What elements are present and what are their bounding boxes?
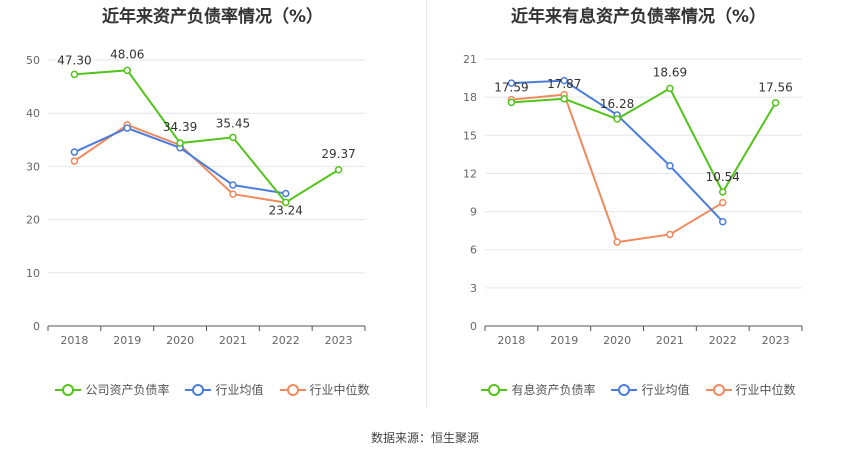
y-tick-label: 12 bbox=[463, 167, 477, 180]
legend-item[interactable]: 行业均值 bbox=[185, 381, 264, 398]
data-label: 17.59 bbox=[494, 80, 528, 94]
data-point bbox=[560, 95, 568, 103]
legend-label: 行业中位数 bbox=[735, 383, 796, 397]
x-tick-label: 2018 bbox=[60, 334, 88, 347]
panel-divider bbox=[426, 0, 427, 408]
legend-swatch-icon bbox=[611, 383, 638, 396]
data-label: 29.37 bbox=[321, 147, 355, 161]
series-0 bbox=[70, 66, 343, 207]
data-point bbox=[719, 217, 727, 226]
y-tick-label: 20 bbox=[26, 214, 40, 227]
y-tick-label: 3 bbox=[470, 282, 477, 295]
data-point bbox=[70, 148, 79, 156]
x-tick-label: 2018 bbox=[497, 334, 525, 347]
data-point bbox=[229, 133, 237, 142]
left-chart-panel: 近年来资产负债率情况（%） 0 10 20 30 40 50 2018 2019 2020 202… bbox=[0, 0, 425, 410]
data-point bbox=[666, 162, 674, 170]
chart-legend: 公司资产负债率 行业均值 行业中位数 bbox=[0, 381, 425, 398]
data-point bbox=[229, 181, 237, 189]
data-point bbox=[666, 84, 674, 93]
data-point bbox=[282, 198, 290, 207]
series-2 bbox=[70, 121, 290, 207]
y-tick-label: 10 bbox=[26, 267, 40, 280]
debt-ratio-line-chart: 0 10 20 30 40 50 2018 2019 2020 2021 2022 2023 47.30… bbox=[26, 47, 366, 347]
y-tick-label: 9 bbox=[470, 206, 477, 219]
y-tick-label: 0 bbox=[470, 320, 477, 333]
series-line bbox=[74, 69, 340, 204]
data-label: 34.39 bbox=[163, 120, 197, 134]
data-point bbox=[719, 188, 727, 196]
x-tick-label: 2021 bbox=[656, 334, 684, 347]
y-tick-label: 40 bbox=[26, 107, 40, 120]
data-label: 18.69 bbox=[653, 65, 687, 79]
data-source-note: 数据来源：恒生聚源 bbox=[370, 431, 479, 445]
data-point bbox=[123, 66, 131, 75]
legend-item[interactable]: 公司资产负债率 bbox=[55, 381, 169, 398]
series-line bbox=[74, 127, 286, 195]
legend-label: 有息资产负债率 bbox=[511, 383, 596, 397]
data-point bbox=[560, 76, 568, 85]
right-chart-panel: 近年来有息资产负债率情况（%） 0 3 6 9 12 15 18 21 2018 2019 2020… bbox=[427, 0, 850, 410]
data-label: 10.54 bbox=[706, 170, 740, 184]
data-point bbox=[507, 98, 516, 107]
data-point bbox=[771, 98, 780, 107]
data-point bbox=[613, 115, 621, 123]
x-tick-label: 2021 bbox=[219, 334, 247, 347]
legend-swatch-icon bbox=[279, 383, 306, 396]
data-point bbox=[229, 190, 237, 198]
data-label: 23.24 bbox=[269, 203, 303, 217]
legend-swatch-icon bbox=[705, 383, 732, 396]
chart-title: 近年来有息资产负债率情况（%） bbox=[510, 7, 767, 27]
y-tick-label: 30 bbox=[26, 160, 40, 173]
x-tick-label: 2023 bbox=[325, 334, 353, 347]
data-point bbox=[334, 166, 343, 174]
y-tick-label: 6 bbox=[470, 244, 477, 257]
x-tick-label: 2020 bbox=[603, 334, 631, 347]
y-tick-label: 18 bbox=[463, 91, 477, 104]
data-label: 17.87 bbox=[547, 77, 581, 91]
y-tick-label: 0 bbox=[33, 320, 40, 333]
x-tick-label: 2019 bbox=[550, 334, 578, 347]
legend-label: 行业均值 bbox=[215, 383, 264, 397]
legend-item[interactable]: 行业中位数 bbox=[705, 381, 796, 398]
data-label: 47.30 bbox=[57, 53, 91, 67]
x-tick-label: 2022 bbox=[709, 334, 737, 347]
data-point bbox=[507, 79, 516, 87]
data-point bbox=[666, 230, 674, 239]
data-label: 48.06 bbox=[110, 47, 144, 61]
series-1 bbox=[70, 124, 290, 198]
y-tick-label: 50 bbox=[26, 54, 40, 67]
interest-bearing-debt-ratio-line-chart: 0 3 6 9 12 15 18 21 2018 2019 2020 2021 2022 2023 17.5… bbox=[463, 53, 803, 347]
series-line bbox=[511, 86, 777, 195]
data-label: 35.45 bbox=[216, 116, 250, 130]
data-point bbox=[123, 124, 131, 132]
legend-item[interactable]: 行业中位数 bbox=[279, 381, 370, 398]
legend-swatch-icon bbox=[55, 383, 82, 396]
data-label: 16.28 bbox=[600, 97, 634, 111]
y-tick-label: 21 bbox=[463, 53, 477, 66]
legend-swatch-icon bbox=[185, 383, 212, 396]
data-point bbox=[176, 139, 184, 147]
y-tick-label: 15 bbox=[463, 129, 477, 142]
x-tick-label: 2020 bbox=[166, 334, 194, 347]
legend-label: 行业均值 bbox=[641, 383, 690, 397]
legend-swatch-icon bbox=[481, 383, 508, 396]
chart-legend: 有息资产负债率 行业均值 行业中位数 bbox=[427, 381, 850, 398]
legend-item[interactable]: 有息资产负债率 bbox=[481, 381, 595, 398]
legend-label: 公司资产负债率 bbox=[85, 383, 170, 397]
legend-label: 行业中位数 bbox=[309, 383, 370, 397]
legend-item[interactable]: 行业均值 bbox=[611, 381, 690, 398]
x-tick-label: 2023 bbox=[762, 334, 790, 347]
data-point bbox=[70, 157, 79, 165]
series-0 bbox=[507, 84, 780, 196]
data-point bbox=[613, 238, 621, 246]
x-tick-label: 2019 bbox=[113, 334, 141, 347]
data-point bbox=[282, 189, 290, 198]
data-label: 17.56 bbox=[758, 81, 792, 95]
data-point bbox=[719, 198, 727, 207]
series-1 bbox=[507, 76, 727, 226]
x-tick-label: 2022 bbox=[272, 334, 300, 347]
chart-title: 近年来资产负债率情况（%） bbox=[101, 7, 324, 27]
data-point bbox=[70, 70, 79, 79]
